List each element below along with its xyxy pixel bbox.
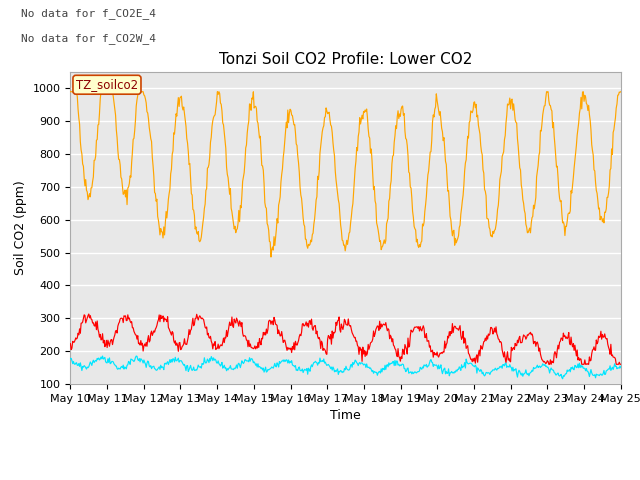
Text: TZ_soilco2: TZ_soilco2: [76, 78, 138, 91]
X-axis label: Time: Time: [330, 409, 361, 422]
Text: No data for f_CO2W_4: No data for f_CO2W_4: [21, 33, 156, 44]
Y-axis label: Soil CO2 (ppm): Soil CO2 (ppm): [14, 180, 27, 276]
Title: Tonzi Soil CO2 Profile: Lower CO2: Tonzi Soil CO2 Profile: Lower CO2: [219, 52, 472, 67]
Text: No data for f_CO2E_4: No data for f_CO2E_4: [21, 8, 156, 19]
